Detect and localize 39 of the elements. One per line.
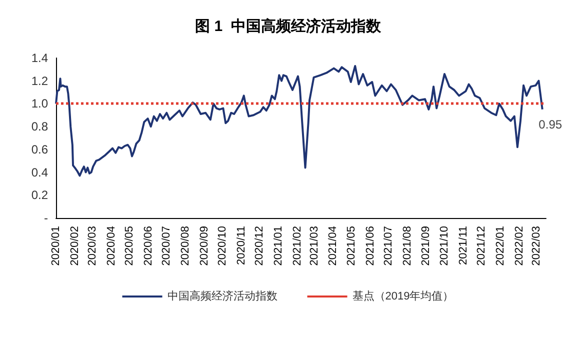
x-tick-label: 2020/10 — [216, 226, 229, 266]
y-tick-label: 1.0 — [31, 96, 48, 111]
x-tick-label: 2021/02 — [291, 226, 304, 266]
y-tick-label: - — [44, 211, 48, 225]
x-tick-label: 2021/04 — [327, 226, 340, 266]
x-tick-label: 2021/05 — [345, 226, 358, 266]
x-tick-label: 2021/08 — [401, 226, 414, 266]
x-tick-label: 2021/10 — [438, 226, 450, 266]
data-label: 0.95 — [538, 117, 562, 132]
x-tick-label: 2020/03 — [86, 226, 98, 266]
y-tick-label: 1.2 — [31, 74, 48, 88]
x-tick-label: 2022/03 — [530, 226, 542, 266]
chart-title: 图 1 中国高频经济活动指数 — [195, 17, 382, 35]
legend-label: 中国高频经济活动指数 — [167, 290, 278, 302]
x-tick-label: 2021/12 — [476, 226, 488, 266]
x-tick-label: 2020/06 — [142, 226, 154, 266]
x-tick-label: 2021/03 — [308, 226, 320, 266]
x-tick-label: 2021/11 — [457, 226, 470, 265]
x-tick-label: 2020/07 — [160, 226, 173, 266]
x-tick-label: 2021/01 — [272, 226, 285, 266]
y-tick-label: 0.8 — [31, 120, 48, 134]
x-tick-label: 2020/01 — [50, 226, 62, 266]
x-tick-label: 2022/02 — [513, 226, 526, 266]
y-tick-label: 1.4 — [31, 51, 48, 65]
x-tick-label: 2020/02 — [68, 226, 81, 266]
x-tick-label: 2020/04 — [105, 226, 118, 266]
x-tick-label: 2021/07 — [382, 226, 395, 266]
x-tick-label: 2020/05 — [124, 226, 136, 266]
x-tick-label: 2022/01 — [494, 226, 506, 266]
legend-label: 基点（2019年均值） — [352, 290, 454, 302]
x-tick-label: 2020/11 — [235, 226, 248, 265]
y-tick-label: 0.4 — [31, 165, 48, 180]
y-tick-label: 0.2 — [31, 188, 48, 202]
x-tick-label: 2020/12 — [254, 226, 266, 266]
x-tick-label: 2021/09 — [420, 226, 432, 266]
x-tick-label: 2020/09 — [198, 226, 210, 266]
x-tick-label: 2021/06 — [364, 226, 376, 266]
y-tick-label: 0.6 — [31, 142, 48, 156]
x-tick-label: 2020/08 — [179, 226, 192, 266]
